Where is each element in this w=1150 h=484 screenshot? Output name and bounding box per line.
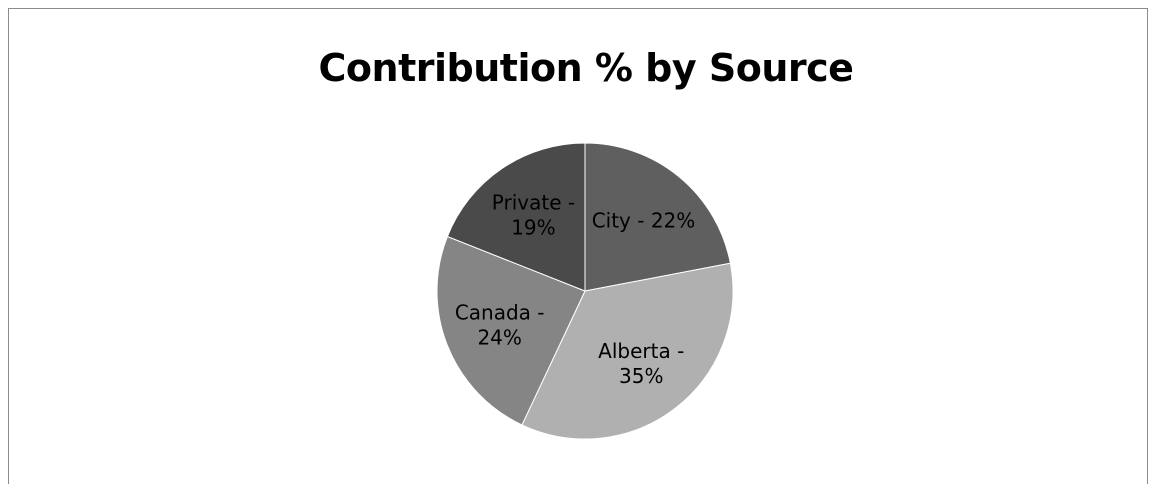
pie-label-line: 24% — [477, 325, 521, 349]
pie-slices — [436, 142, 734, 440]
pie-labels: City - 22% Alberta -35% Canada -24% Private… — [455, 191, 695, 388]
pie-label-canada: Canada -24% — [455, 300, 545, 349]
pie-label-line: 35% — [619, 364, 663, 388]
pie-label-alberta: Alberta -35% — [598, 339, 684, 388]
pie-slice-alberta — [521, 262, 734, 440]
pie-label-private: Private -19% — [492, 191, 575, 240]
pie-label-line: Private - — [492, 191, 575, 215]
chart-title: Contribution % by Source — [318, 46, 854, 90]
pie-label-line: Alberta - — [598, 339, 684, 363]
pie-label-city: City - 22% — [592, 208, 696, 232]
pie-label-line: Canada - — [455, 300, 545, 324]
pie-slice-private — [446, 142, 586, 292]
pie-label-line: 19% — [511, 216, 555, 240]
pie-slice-city — [584, 142, 731, 292]
pie-label-line: City - 22% — [592, 208, 696, 232]
pie-slice-canada — [436, 235, 586, 426]
